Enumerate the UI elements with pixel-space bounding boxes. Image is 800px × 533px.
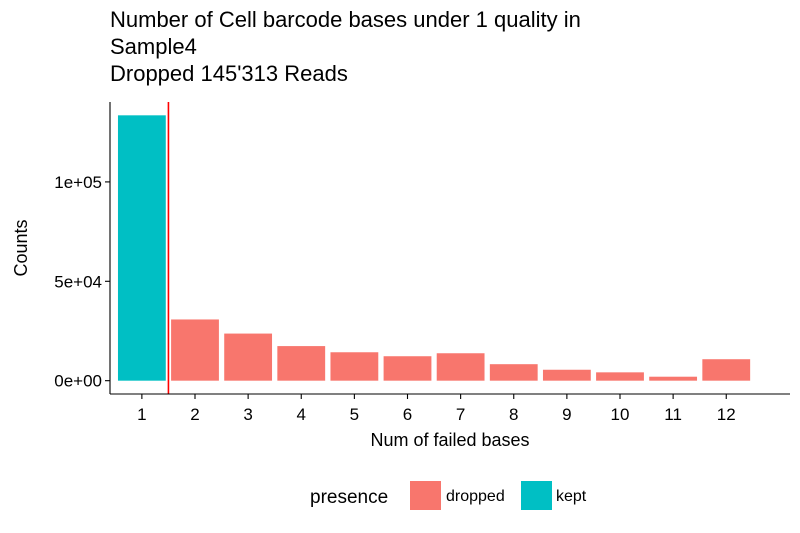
legend-swatch-dropped [410,481,441,510]
legend-label-kept: kept [556,488,587,505]
bar-10 [596,372,644,381]
x-tick-label: 4 [297,405,306,424]
x-tick-label: 10 [611,405,630,424]
legend-label-dropped: dropped [446,488,505,505]
bar-5 [330,352,379,381]
bar-2 [171,319,219,381]
y-tick-label: 5e+04 [54,272,102,291]
chart-title-line-3: Dropped 145'313 Reads [110,61,348,86]
x-tick-label: 2 [190,405,199,424]
x-axis-label: Num of failed bases [370,430,529,450]
x-tick-label: 9 [562,405,571,424]
legend-title: presence [310,487,388,508]
chart-title: Number of Cell barcode bases under 1 qua… [110,7,581,86]
bar-6 [383,356,432,381]
chart-title-line-1: Number of Cell barcode bases under 1 qua… [110,7,581,32]
y-axis-label: Counts [11,219,31,276]
y-tick-label: 0e+00 [54,372,102,391]
y-tick-label: 1e+05 [54,173,102,192]
chart-title-line-2: Sample4 [110,34,197,59]
x-tick-label: 12 [717,405,736,424]
legend: presence dropped kept [310,481,587,510]
x-tick-label: 6 [403,405,412,424]
bars [117,102,751,394]
bar-9 [542,369,591,381]
bar-4 [277,346,326,381]
bar-3 [224,333,273,381]
bar-12 [702,359,751,381]
bar-8 [489,364,538,381]
x-tick-label: 3 [243,405,252,424]
bar-11 [649,376,698,381]
x-tick-label: 7 [456,405,465,424]
x-tick-label: 1 [137,405,146,424]
x-tick-label: 5 [350,405,359,424]
bar-1 [117,115,166,381]
x-tick-label: 11 [664,405,682,424]
x-tick-label: 8 [509,405,518,424]
legend-swatch-kept [521,481,552,510]
bar-7 [436,353,485,381]
